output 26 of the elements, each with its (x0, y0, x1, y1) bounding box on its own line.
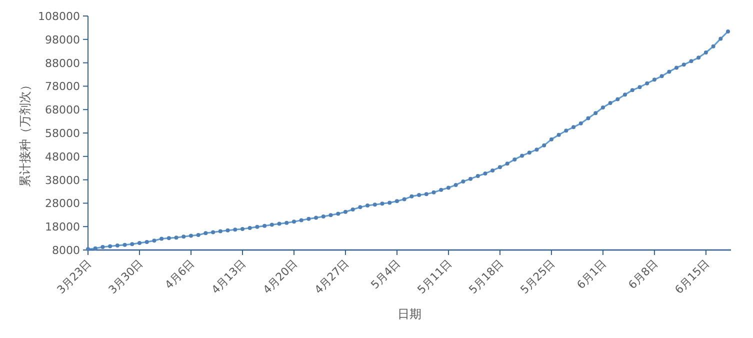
x-tick-label: 6月8日 (626, 256, 661, 292)
x-tick-label: 4月13日 (209, 256, 249, 297)
x-tick-label: 6月15日 (672, 256, 712, 297)
y-tick-label: 88000 (45, 56, 80, 70)
y-tick-label: 48000 (45, 150, 80, 164)
y-tick-label: 108000 (38, 10, 80, 23)
x-tick-label: 6月1日 (574, 256, 610, 292)
x-tick-label: 5月18日 (466, 256, 506, 297)
y-tick-label: 58000 (45, 127, 80, 140)
x-axis-title: 日期 (398, 307, 422, 321)
x-tick-label: 4月20日 (260, 256, 300, 297)
y-tick-label: 28000 (45, 197, 80, 210)
y-tick-label: 78000 (45, 80, 80, 94)
y-tick-label: 38000 (45, 174, 80, 187)
y-tick-label: 68000 (45, 104, 80, 117)
x-tick-label: 4月6日 (162, 256, 198, 292)
y-axis-title: 累计接种（万剂次） (18, 79, 32, 187)
x-tick-label: 3月30日 (106, 256, 146, 297)
x-tick-label: 5月25日 (518, 256, 558, 297)
x-tick-label: 4月27日 (312, 256, 352, 297)
y-tick-label: 18000 (45, 220, 80, 234)
y-tick-label: 98000 (45, 33, 80, 46)
x-tick-label: 3月23日 (54, 256, 94, 297)
x-tick-label: 5月4日 (368, 256, 404, 292)
x-tick-label: 5月11日 (414, 256, 455, 297)
y-tick-label: 8000 (52, 244, 80, 257)
